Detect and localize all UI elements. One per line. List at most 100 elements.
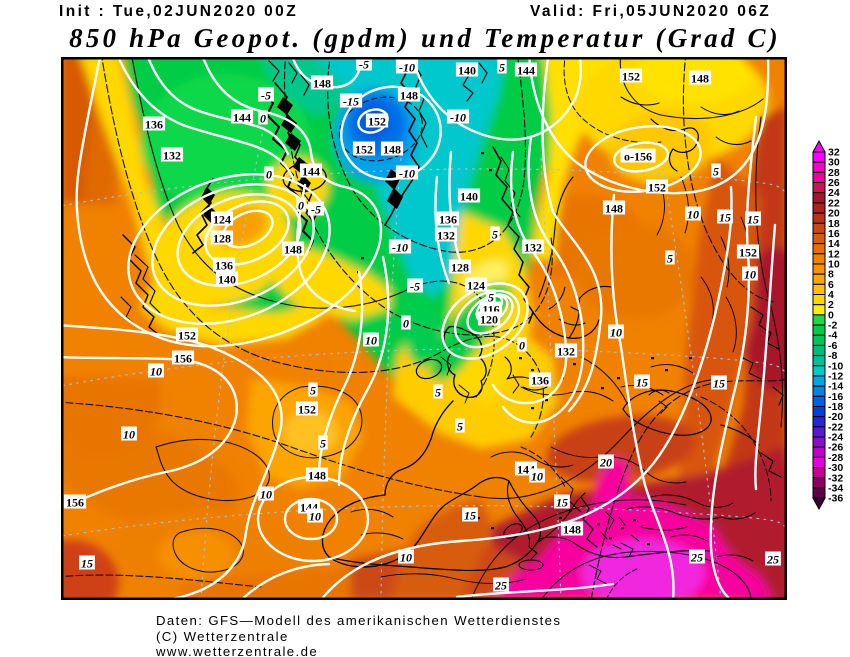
svg-text:120: 120 (480, 312, 498, 326)
svg-text:15: 15 (464, 508, 476, 522)
svg-text:-15: -15 (343, 94, 359, 108)
svg-text:140: 140 (458, 63, 476, 77)
svg-text:132: 132 (437, 228, 455, 242)
svg-text:148: 148 (605, 201, 623, 215)
svg-text:5: 5 (320, 436, 326, 450)
svg-text:136: 136 (531, 373, 549, 387)
svg-text:0: 0 (403, 316, 409, 330)
svg-text:10: 10 (123, 427, 135, 441)
svg-text:152: 152 (355, 142, 373, 156)
svg-text:152: 152 (622, 69, 640, 83)
svg-text:152: 152 (178, 328, 196, 342)
svg-text:15: 15 (636, 375, 648, 389)
svg-text:136: 136 (215, 258, 233, 272)
svg-text:140: 140 (218, 272, 236, 286)
svg-text:-36: -36 (828, 493, 843, 505)
svg-text:14: 14 (828, 238, 840, 250)
svg-text:148: 148 (313, 76, 331, 90)
svg-text:-5: -5 (261, 88, 271, 102)
svg-text:148: 148 (383, 142, 401, 156)
svg-text:-6: -6 (828, 340, 837, 352)
svg-text:18: 18 (828, 218, 840, 230)
svg-text:-5: -5 (410, 279, 420, 293)
svg-text:-10: -10 (450, 110, 466, 124)
svg-text:8: 8 (828, 269, 834, 281)
svg-text:5: 5 (435, 385, 441, 399)
svg-text:-5: -5 (311, 202, 321, 216)
svg-text:152: 152 (298, 402, 316, 416)
svg-text:148: 148 (284, 242, 302, 256)
svg-text:144: 144 (302, 164, 320, 178)
svg-text:-20: -20 (828, 411, 843, 423)
svg-text:152: 152 (739, 245, 757, 259)
svg-text:0: 0 (298, 198, 304, 212)
svg-text:-16: -16 (828, 391, 843, 403)
svg-text:25: 25 (766, 552, 779, 566)
svg-text:132: 132 (524, 240, 542, 254)
svg-text:15: 15 (81, 556, 93, 570)
svg-text:5: 5 (492, 227, 498, 241)
svg-text:-4: -4 (828, 330, 837, 342)
svg-text:o-156: o-156 (624, 149, 652, 163)
svg-text:148: 148 (691, 71, 709, 85)
svg-text:144: 144 (233, 110, 251, 124)
svg-text:16: 16 (828, 228, 840, 240)
svg-text:30: 30 (828, 157, 840, 169)
svg-text:4: 4 (828, 289, 834, 301)
svg-text:140: 140 (460, 189, 478, 203)
svg-text:124: 124 (467, 278, 485, 292)
svg-text:144: 144 (517, 63, 535, 77)
svg-text:10: 10 (610, 325, 622, 339)
svg-text:-10: -10 (399, 166, 415, 180)
svg-text:5: 5 (499, 60, 505, 74)
svg-text:25: 25 (494, 578, 507, 592)
svg-text:22: 22 (828, 197, 840, 209)
svg-text:10: 10 (309, 509, 321, 523)
svg-text:2: 2 (828, 299, 834, 311)
svg-text:5: 5 (310, 383, 316, 397)
svg-text:15: 15 (713, 376, 725, 390)
svg-text:136: 136 (439, 212, 457, 226)
svg-text:148: 148 (308, 468, 326, 482)
svg-text:-10: -10 (828, 360, 843, 372)
svg-text:10: 10 (828, 258, 840, 270)
svg-text:0: 0 (828, 309, 834, 321)
svg-text:5: 5 (457, 419, 463, 433)
svg-text:152: 152 (368, 114, 386, 128)
svg-text:20: 20 (828, 208, 840, 220)
svg-text:10: 10 (687, 207, 699, 221)
svg-text:24: 24 (828, 187, 840, 199)
svg-text:15: 15 (747, 212, 759, 226)
svg-text:-30: -30 (828, 462, 843, 474)
svg-text:148: 148 (400, 88, 418, 102)
svg-text:6: 6 (828, 279, 834, 291)
svg-text:-34: -34 (828, 482, 843, 494)
svg-text:132: 132 (163, 148, 181, 162)
svg-text:25: 25 (690, 550, 703, 564)
svg-text:128: 128 (451, 260, 469, 274)
svg-text:128: 128 (213, 231, 231, 245)
svg-text:0: 0 (260, 111, 266, 125)
svg-text:15: 15 (556, 495, 568, 509)
svg-text:12: 12 (828, 248, 840, 260)
svg-text:-10: -10 (392, 240, 408, 254)
svg-text:10: 10 (150, 364, 162, 378)
svg-text:-28: -28 (828, 452, 843, 464)
svg-text:136: 136 (145, 117, 163, 131)
svg-text:10: 10 (365, 333, 377, 347)
svg-text:-2: -2 (828, 320, 837, 332)
svg-text:152: 152 (648, 180, 666, 194)
svg-text:-5: -5 (359, 57, 369, 71)
svg-text:124: 124 (213, 212, 231, 226)
svg-text:148: 148 (563, 522, 581, 536)
svg-text:10: 10 (400, 550, 412, 564)
svg-text:132: 132 (557, 344, 575, 358)
svg-text:-12: -12 (828, 370, 843, 382)
svg-text:-18: -18 (828, 401, 843, 413)
svg-text:32: 32 (828, 147, 840, 159)
svg-text:15: 15 (719, 210, 731, 224)
svg-text:0: 0 (519, 338, 525, 352)
svg-text:5: 5 (488, 290, 494, 304)
svg-text:-8: -8 (828, 350, 837, 362)
svg-text:-24: -24 (828, 432, 843, 444)
